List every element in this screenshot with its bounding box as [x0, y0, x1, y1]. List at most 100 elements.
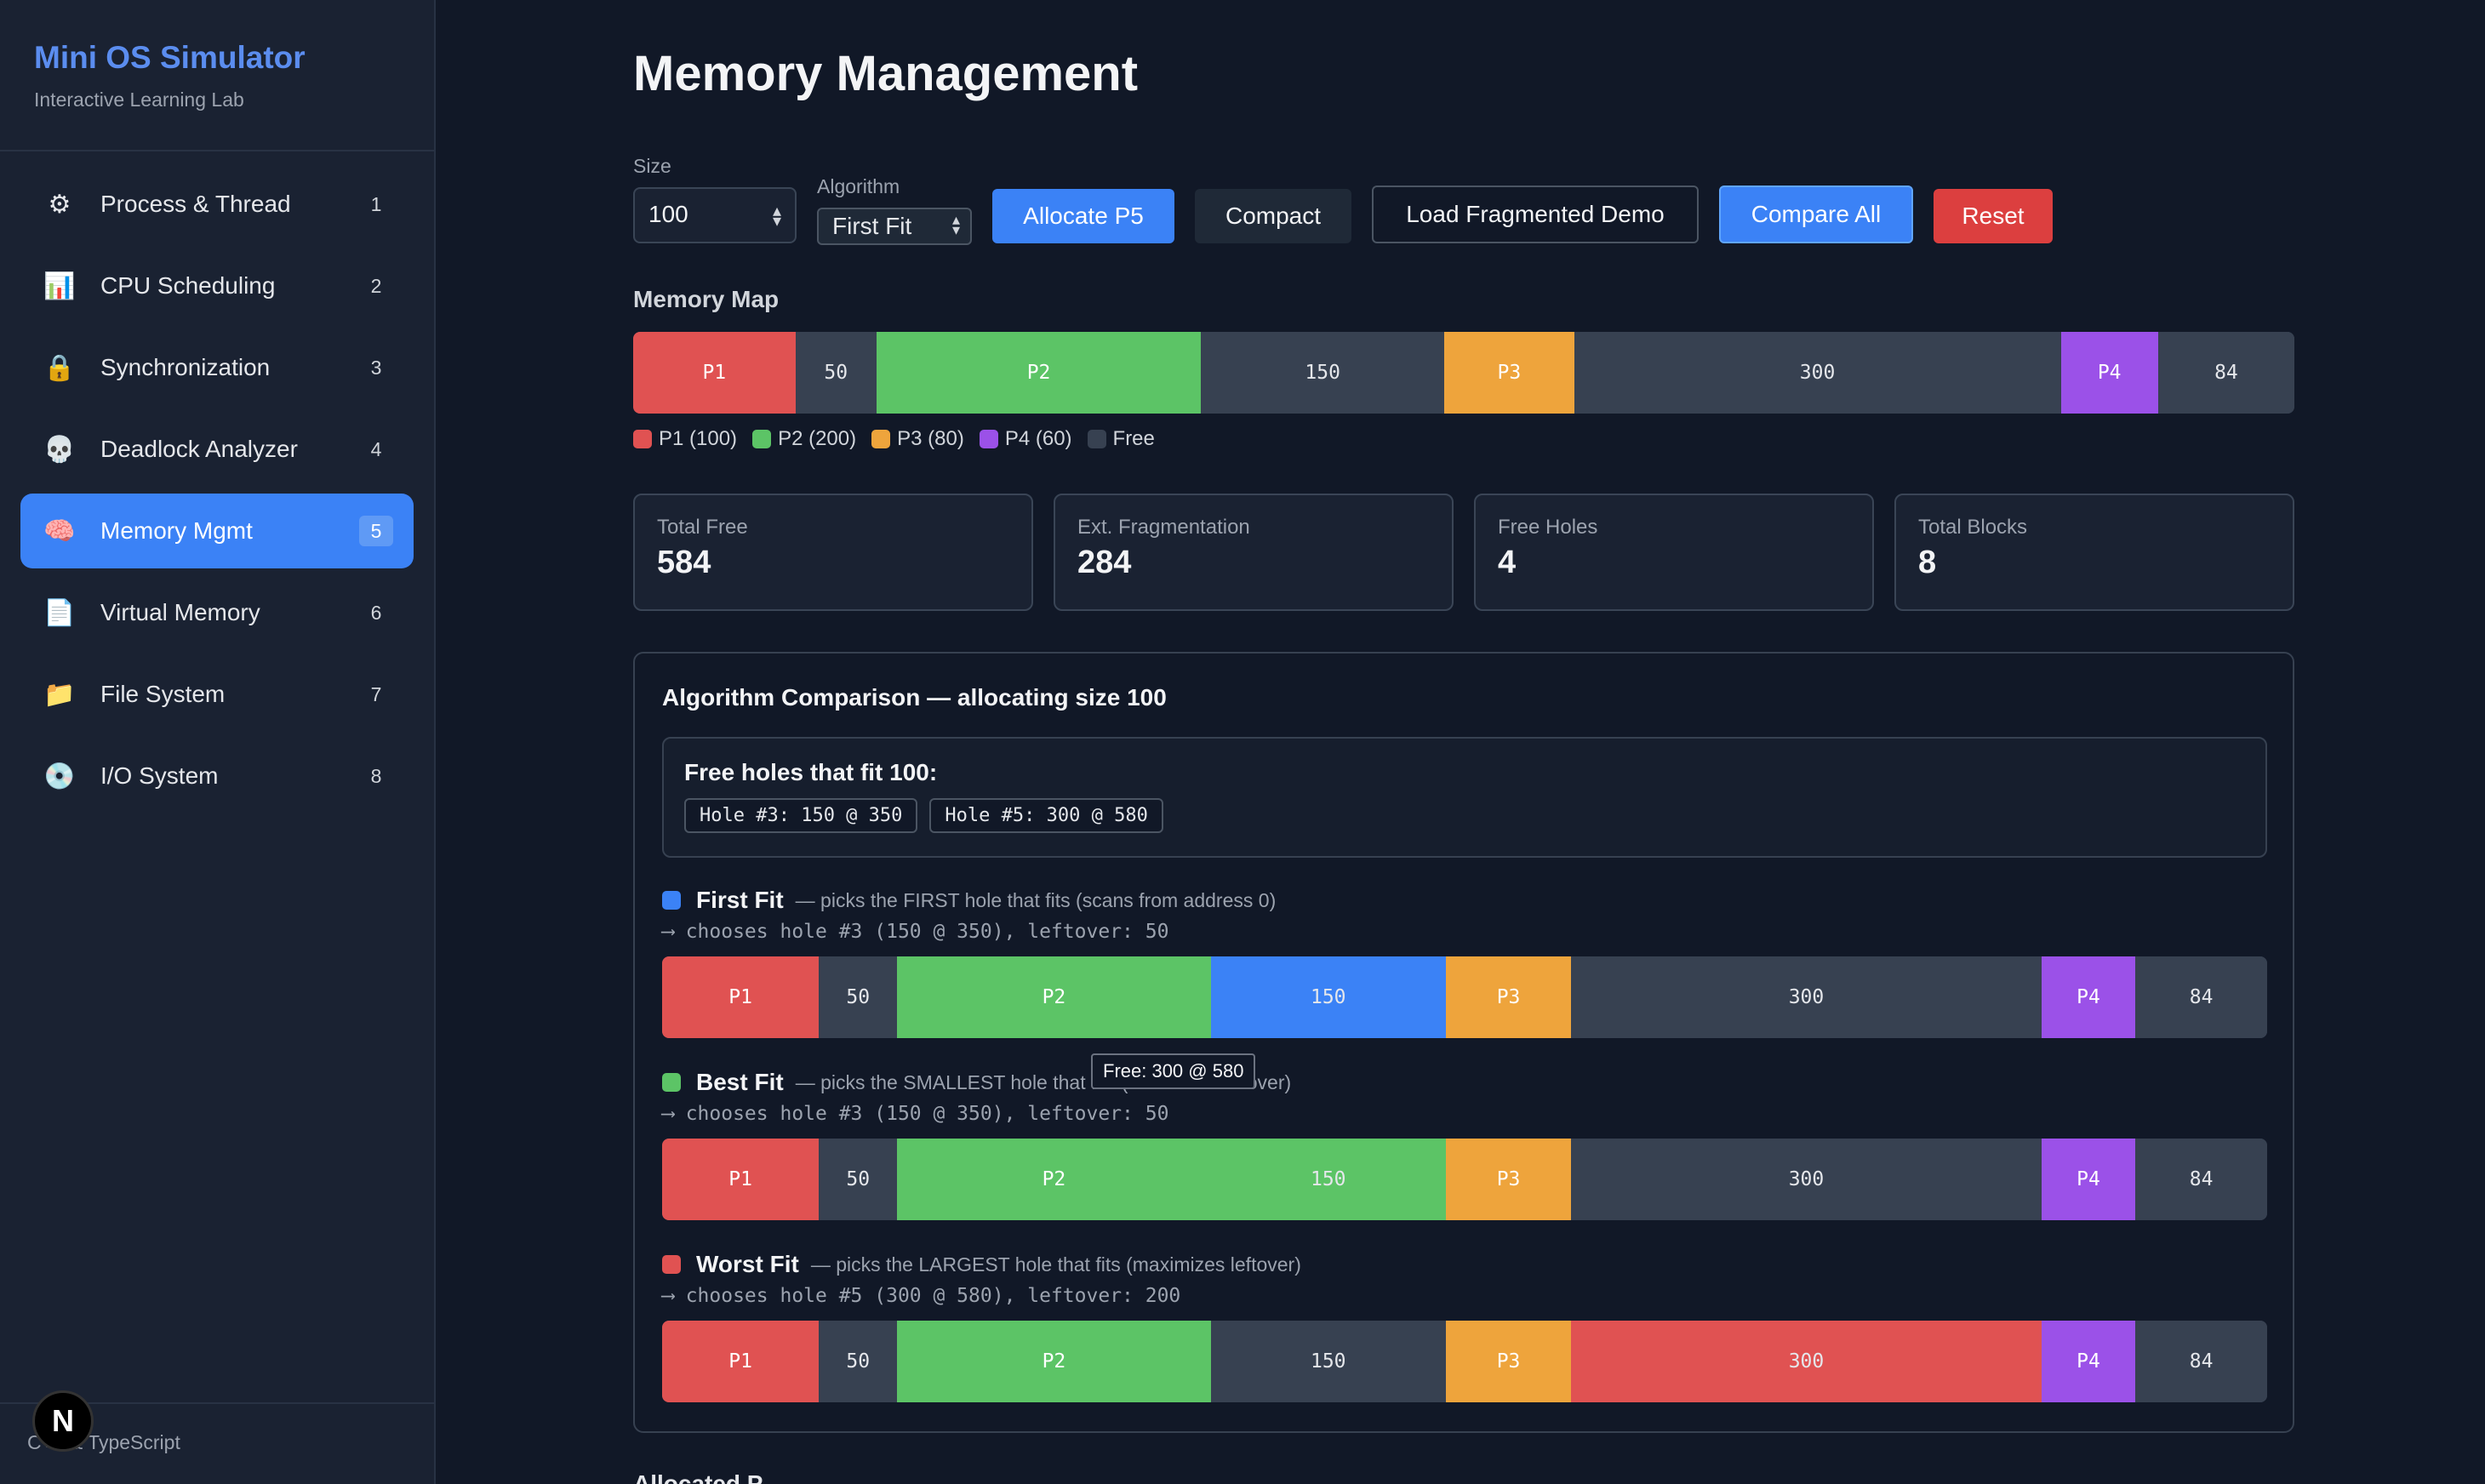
free-block[interactable]: 300: [1571, 1321, 2042, 1402]
comparison-title: Algorithm Comparison — allocating size 1…: [662, 684, 1167, 711]
controls-bar: Size 100 ▴ ▾ Algorithm First Fit ▴ ▾ Alloc…: [633, 153, 2294, 247]
process-block-p2[interactable]: P2: [876, 332, 1202, 414]
sidebar-item-label: Memory Mgmt: [100, 517, 253, 544]
legend-swatch: [871, 430, 891, 448]
brand: Mini OS Simulator Interactive Learning L…: [0, 0, 434, 151]
process-block-p2[interactable]: P2: [897, 1139, 1211, 1220]
dev-indicator-badge[interactable]: N: [32, 1390, 94, 1452]
algorithm-name: Worst Fit: [696, 1251, 799, 1277]
memory-legend: P1 (100) P2 (200) P3 (80) P4 (60) Free: [633, 427, 1170, 451]
hover-tooltip: Free: 300 @ 580: [1091, 1053, 1256, 1089]
sidebar-item-deadlock-analyzer[interactable]: 💀 Deadlock Analyzer 4: [20, 412, 414, 487]
free-block[interactable]: 84: [2135, 956, 2267, 1038]
stat-label: Total Free: [657, 516, 748, 539]
stat-card: Total Blocks 8: [1894, 494, 2294, 611]
algorithm-result-bar: P1 50 P2 150 P3 300 P4 84: [662, 1321, 2267, 1402]
sidebar-item-cpu-scheduling[interactable]: 📊 CPU Scheduling 2: [20, 248, 414, 323]
hole-chip: Hole #5: 300 @ 580: [929, 798, 1163, 833]
process-block-p3[interactable]: P3: [1444, 332, 1574, 414]
process-block-p2[interactable]: P2: [897, 956, 1211, 1038]
algorithm-color-swatch: [662, 891, 681, 910]
process-block-p4[interactable]: P4: [2041, 1139, 2136, 1220]
legend-label: P1 (100): [659, 427, 738, 450]
legend-label: P2 (200): [778, 427, 857, 450]
algorithm-comparison-panel: Algorithm Comparison — allocating size 1…: [633, 652, 2294, 1433]
sidebar-item-virtual-memory[interactable]: 📄 Virtual Memory 6: [20, 575, 414, 650]
size-input[interactable]: 100 ▴ ▾: [633, 187, 797, 243]
legend-item: P4 (60): [979, 427, 1072, 451]
fitting-holes-box: Free holes that fit 100: Hole #3: 150 @ …: [662, 737, 2267, 858]
sidebar-item-memory-mgmt[interactable]: 🧠 Memory Mgmt 5: [20, 494, 414, 568]
sidebar-item-label: Virtual Memory: [100, 599, 260, 625]
process-block-p1[interactable]: P1: [662, 956, 820, 1038]
bar-chart-icon: 📊: [43, 271, 76, 300]
process-block-p3[interactable]: P3: [1445, 956, 1572, 1038]
stat-value: 584: [657, 545, 711, 580]
legend-swatch: [633, 430, 652, 448]
stat-label: Free Holes: [1498, 516, 1598, 539]
free-block[interactable]: 84: [2157, 332, 2294, 414]
sidebar-item-file-system[interactable]: 📁 File System 7: [20, 657, 414, 732]
legend-label: Free: [1112, 427, 1155, 450]
algorithm-header: First Fit — picks the FIRST hole that fit…: [662, 887, 1276, 914]
process-block-p4[interactable]: P4: [2041, 1321, 2136, 1402]
free-block[interactable]: 300: [1571, 956, 2042, 1038]
stepper-icon[interactable]: ▴ ▾: [772, 202, 781, 231]
sidebar-item-number: 5: [359, 516, 393, 546]
holes-title: Free holes that fit 100:: [684, 759, 938, 785]
folder-icon: 📁: [43, 680, 76, 709]
process-block-p3[interactable]: P3: [1445, 1139, 1572, 1220]
algorithm-value: First Fit: [832, 213, 912, 239]
legend-swatch: [979, 430, 998, 448]
allocate-button[interactable]: Allocate P5: [992, 189, 1174, 243]
algorithm-name: First Fit: [696, 887, 784, 913]
process-block-p1[interactable]: P1: [633, 332, 796, 414]
free-block[interactable]: 50: [795, 332, 877, 414]
stat-value: 8: [1918, 545, 1937, 580]
stat-value: 4: [1498, 545, 1517, 580]
free-block[interactable]: 150: [1201, 332, 1445, 414]
hole-chips: Hole #3: 150 @ 350 Hole #5: 300 @ 580: [684, 786, 2245, 833]
free-block[interactable]: 84: [2135, 1321, 2267, 1402]
algorithm-description: — picks the LARGEST hole that fits (maxi…: [810, 1253, 1301, 1276]
process-block-p3[interactable]: P3: [1445, 1321, 1572, 1402]
sidebar-item-label: Deadlock Analyzer: [100, 436, 298, 462]
legend-swatch: [1087, 430, 1106, 448]
sidebar-item-synchronization[interactable]: 🔒 Synchronization 3: [20, 330, 414, 405]
free-block[interactable]: 50: [819, 1321, 898, 1402]
hole-chip: Hole #3: 150 @ 350: [684, 798, 918, 833]
load-demo-button[interactable]: Load Fragmented Demo: [1372, 186, 1699, 243]
free-block[interactable]: 150: [1210, 1321, 1446, 1402]
process-block-p4[interactable]: P4: [2060, 332, 2158, 414]
free-block[interactable]: 150: [1210, 956, 1446, 1038]
app-subtitle: Interactive Learning Lab: [34, 88, 244, 111]
disc-icon: 💿: [43, 762, 76, 791]
compare-all-button[interactable]: Compare All: [1719, 186, 1913, 243]
stat-card: Total Free 584: [633, 494, 1033, 611]
memory-map-label: Memory Map: [633, 286, 780, 312]
free-block[interactable]: 150: [1210, 1139, 1446, 1220]
free-block[interactable]: 84: [2135, 1139, 2267, 1220]
sidebar-item-process-thread[interactable]: ⚙ Process & Thread 1: [20, 167, 414, 242]
free-block[interactable]: 300: [1574, 332, 2061, 414]
process-block-p1[interactable]: P1: [662, 1139, 820, 1220]
memory-map-bar: P1 50 P2 150 P3 300 P4 84: [633, 332, 2294, 414]
gear-icon: ⚙: [48, 190, 71, 219]
compact-button[interactable]: Compact: [1195, 189, 1351, 243]
sidebar-item-number: 3: [370, 356, 382, 379]
free-block[interactable]: 300: [1571, 1139, 2042, 1220]
sidebar-nav: ⚙ Process & Thread 1 📊 CPU Scheduling 2 🔒 Synch…: [0, 151, 434, 836]
legend-label: P3 (80): [897, 427, 964, 450]
algorithm-choice: ⟶ chooses hole #5 (300 @ 580), leftover:…: [662, 1285, 1181, 1307]
process-block-p4[interactable]: P4: [2041, 956, 2136, 1038]
algorithm-select[interactable]: First Fit ▴ ▾: [817, 208, 972, 245]
reset-button[interactable]: Reset: [1934, 189, 2053, 243]
sidebar-item-number: 1: [370, 192, 382, 215]
free-block[interactable]: 50: [819, 1139, 898, 1220]
sidebar-item-i-o-system[interactable]: 💿 I/O System 8: [20, 739, 414, 813]
algorithm-color-swatch: [662, 1073, 681, 1092]
process-block-p1[interactable]: P1: [662, 1321, 820, 1402]
sidebar-item-number: 4: [370, 437, 382, 460]
process-block-p2[interactable]: P2: [897, 1321, 1211, 1402]
free-block[interactable]: 50: [819, 956, 898, 1038]
